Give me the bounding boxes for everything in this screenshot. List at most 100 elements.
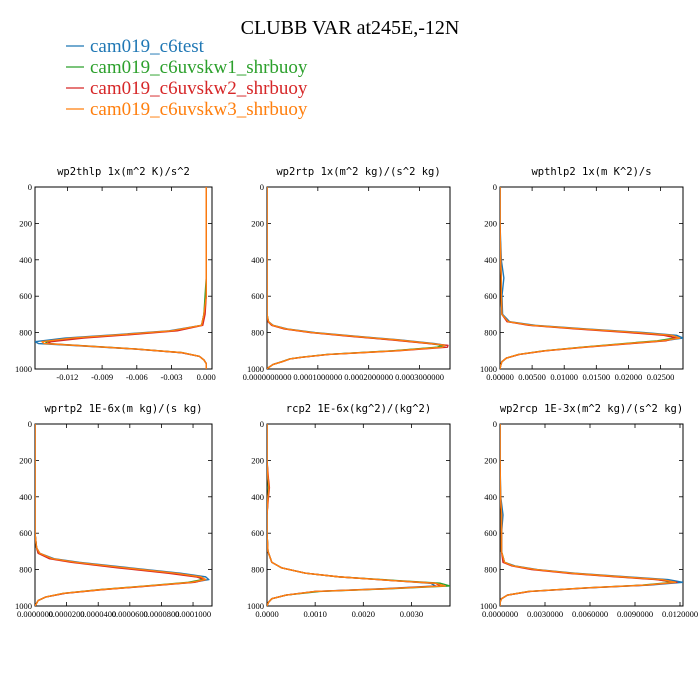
y-tick-label: 800 [251, 565, 264, 575]
x-tick-label: 0.01500 [583, 372, 611, 382]
y-tick-label: 600 [484, 291, 497, 301]
plot-frame [34, 423, 213, 607]
series-line-2 [44, 187, 207, 369]
x-tick-label: -0.012 [56, 372, 78, 382]
series-line-1 [267, 424, 437, 606]
y-tick-label: 1000 [15, 601, 32, 611]
series-line-4 [267, 187, 446, 369]
panel-2: wp2rtp 1x(m^2 kg)/(s^2 kg) 0 200 400 600 800 1… [243, 166, 451, 382]
panel-title: wp2thlp 1x(m^2 K)/s^2 [57, 166, 190, 178]
x-tick-label: 0.0010 [303, 609, 326, 619]
panel-5: rcp2 1E-6x(kg^2)/(kg^2) 0 200 400 600 800 1000… [247, 403, 451, 619]
y-tick-label: 1000 [247, 601, 264, 611]
legend-label-1: cam019_c6uvskw1_shrbuoy [90, 57, 308, 78]
series-group [500, 424, 683, 606]
figure-title: CLUBB VAR at245E,-12N [241, 17, 460, 39]
panel-4: wprtp2 1E-6x(m kg)/(s kg) 0 200 400 600 800 10… [15, 403, 213, 619]
panel-title: wprtp2 1E-6x(m kg)/(s kg) [44, 403, 202, 415]
y-tick-label: 600 [484, 528, 497, 538]
panel-title: rcp2 1E-6x(kg^2)/(kg^2) [286, 403, 431, 415]
y-tick-label: 600 [251, 291, 264, 301]
x-tick-label: 0.0000200 [49, 609, 85, 619]
x-tick-label: 0.01000 [550, 372, 578, 382]
x-tick-label: 0.0001000000 [293, 372, 342, 382]
series-line-4 [41, 187, 207, 369]
x-tick-label: 0.0000 [255, 609, 278, 619]
x-tick-label: 0.0003000000 [395, 372, 444, 382]
y-tick-label: 600 [19, 528, 32, 538]
y-tick-label: 600 [19, 291, 32, 301]
series-group [267, 187, 449, 369]
y-tick-label: 0 [260, 182, 264, 192]
y-tick-label: 200 [484, 455, 497, 465]
x-tick-label: -0.003 [161, 372, 183, 382]
x-tick-label: 0.02000 [615, 372, 643, 382]
x-tick-label: 0.000 [197, 372, 216, 382]
x-tick-label: 0.00500 [518, 372, 546, 382]
x-tick-label: 0.0120000 [662, 609, 698, 619]
x-tick-label: 0.0060000 [572, 609, 608, 619]
legend-label-2: cam019_c6uvskw2_shrbuoy [90, 78, 308, 99]
y-tick-label: 200 [251, 218, 264, 228]
legend: cam019_c6testcam019_c6uvskw1_shrbuoycam0… [66, 36, 308, 120]
series-group [35, 424, 210, 606]
panel-title: wpthlp2 1x(m K^2)/s [531, 166, 651, 178]
series-group [267, 424, 450, 606]
panel-title: wp2rcp 1E-3x(m^2 kg)/(s^2 kg) [500, 403, 683, 415]
panels: wp2thlp 1x(m^2 K)/s^2 0 200 400 600 800 1000 -0… [15, 166, 698, 619]
y-tick-label: 0 [28, 419, 32, 429]
series-line-4 [267, 424, 446, 606]
y-tick-label: 800 [19, 328, 32, 338]
y-tick-label: 200 [484, 218, 497, 228]
plot-frame [499, 423, 684, 607]
series-line-2 [35, 424, 204, 606]
y-tick-label: 1000 [480, 364, 497, 374]
x-tick-label: 0.0002000000 [344, 372, 393, 382]
x-tick-label: -0.006 [126, 372, 148, 382]
x-tick-label: 0.0020 [352, 609, 375, 619]
x-tick-label: 0.0000000 [482, 609, 518, 619]
series-line-4 [35, 424, 207, 606]
y-tick-label: 1000 [15, 364, 32, 374]
legend-label-0: cam019_c6test [90, 36, 205, 57]
series-line-4 [500, 187, 681, 369]
panel-title: wp2rtp 1x(m^2 kg)/(s^2 kg) [276, 166, 440, 178]
x-tick-label: 0.0090000 [617, 609, 653, 619]
y-tick-label: 800 [19, 565, 32, 575]
series-group [500, 187, 683, 369]
series-line-3 [45, 187, 207, 369]
series-group [35, 187, 207, 369]
series-line-4 [500, 424, 677, 606]
y-tick-label: 1000 [480, 601, 497, 611]
x-tick-label: 0.02500 [647, 372, 675, 382]
y-tick-label: 0 [28, 182, 32, 192]
y-tick-label: 400 [251, 492, 264, 502]
series-line-3 [35, 424, 207, 606]
plot-frame [499, 186, 684, 370]
y-tick-label: 400 [484, 492, 497, 502]
y-tick-label: 400 [484, 255, 497, 265]
y-tick-label: 200 [251, 455, 264, 465]
y-tick-label: 400 [251, 255, 264, 265]
x-tick-label: 0.0030000 [527, 609, 563, 619]
x-tick-label: 0.0000800 [143, 609, 179, 619]
series-line-3 [267, 424, 442, 606]
y-tick-label: 200 [19, 218, 32, 228]
y-tick-label: 1000 [247, 364, 264, 374]
x-tick-label: 0.0030 [400, 609, 423, 619]
x-tick-label: 0.0000400 [80, 609, 116, 619]
y-tick-label: 0 [493, 419, 497, 429]
panel-3: wpthlp2 1x(m K^2)/s020040060080010000.00… [480, 166, 684, 382]
y-tick-label: 0 [260, 419, 264, 429]
plot-frame [34, 186, 213, 370]
x-tick-label: 0.0000000 [17, 609, 53, 619]
y-tick-label: 0 [493, 182, 497, 192]
x-tick-label: 0.0000000000 [243, 372, 292, 382]
y-tick-label: 800 [251, 328, 264, 338]
series-line-1 [35, 424, 210, 606]
x-tick-label: -0.009 [91, 372, 113, 382]
panel-1: wp2thlp 1x(m^2 K)/s^2 0 200 400 600 800 1000 -0… [15, 166, 216, 382]
x-tick-label: 0.0000600 [112, 609, 148, 619]
panel-6: wp2rcp 1E-3x(m^2 kg)/(s^2 kg)0 200 400 600 8… [480, 403, 698, 619]
x-tick-label: 0.0001000 [175, 609, 211, 619]
